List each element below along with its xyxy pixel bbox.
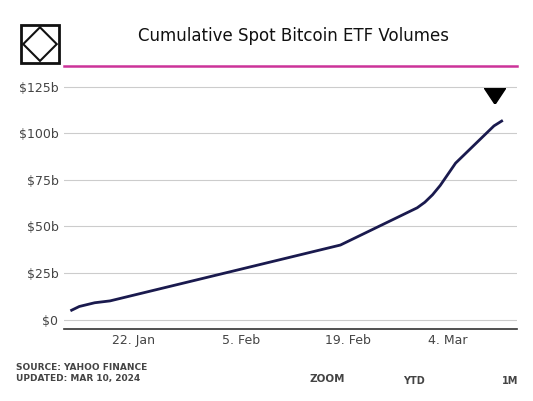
Text: ZOOM: ZOOM [309,374,345,384]
Text: SOURCE: YAHOO FINANCE
UPDATED: MAR 10, 2024: SOURCE: YAHOO FINANCE UPDATED: MAR 10, 2… [16,363,147,383]
Text: Cumulative Spot Bitcoin ETF Volumes: Cumulative Spot Bitcoin ETF Volumes [138,27,449,45]
Text: Cumulative Volume: $106.59b: Cumulative Volume: $106.59b [346,75,533,88]
Text: YTD: YTD [403,376,425,386]
Text: ALL: ALL [367,376,387,386]
Text: 1M: 1M [502,376,519,386]
Polygon shape [484,88,506,104]
Text: 3/8/2024: 3/8/2024 [346,50,411,63]
